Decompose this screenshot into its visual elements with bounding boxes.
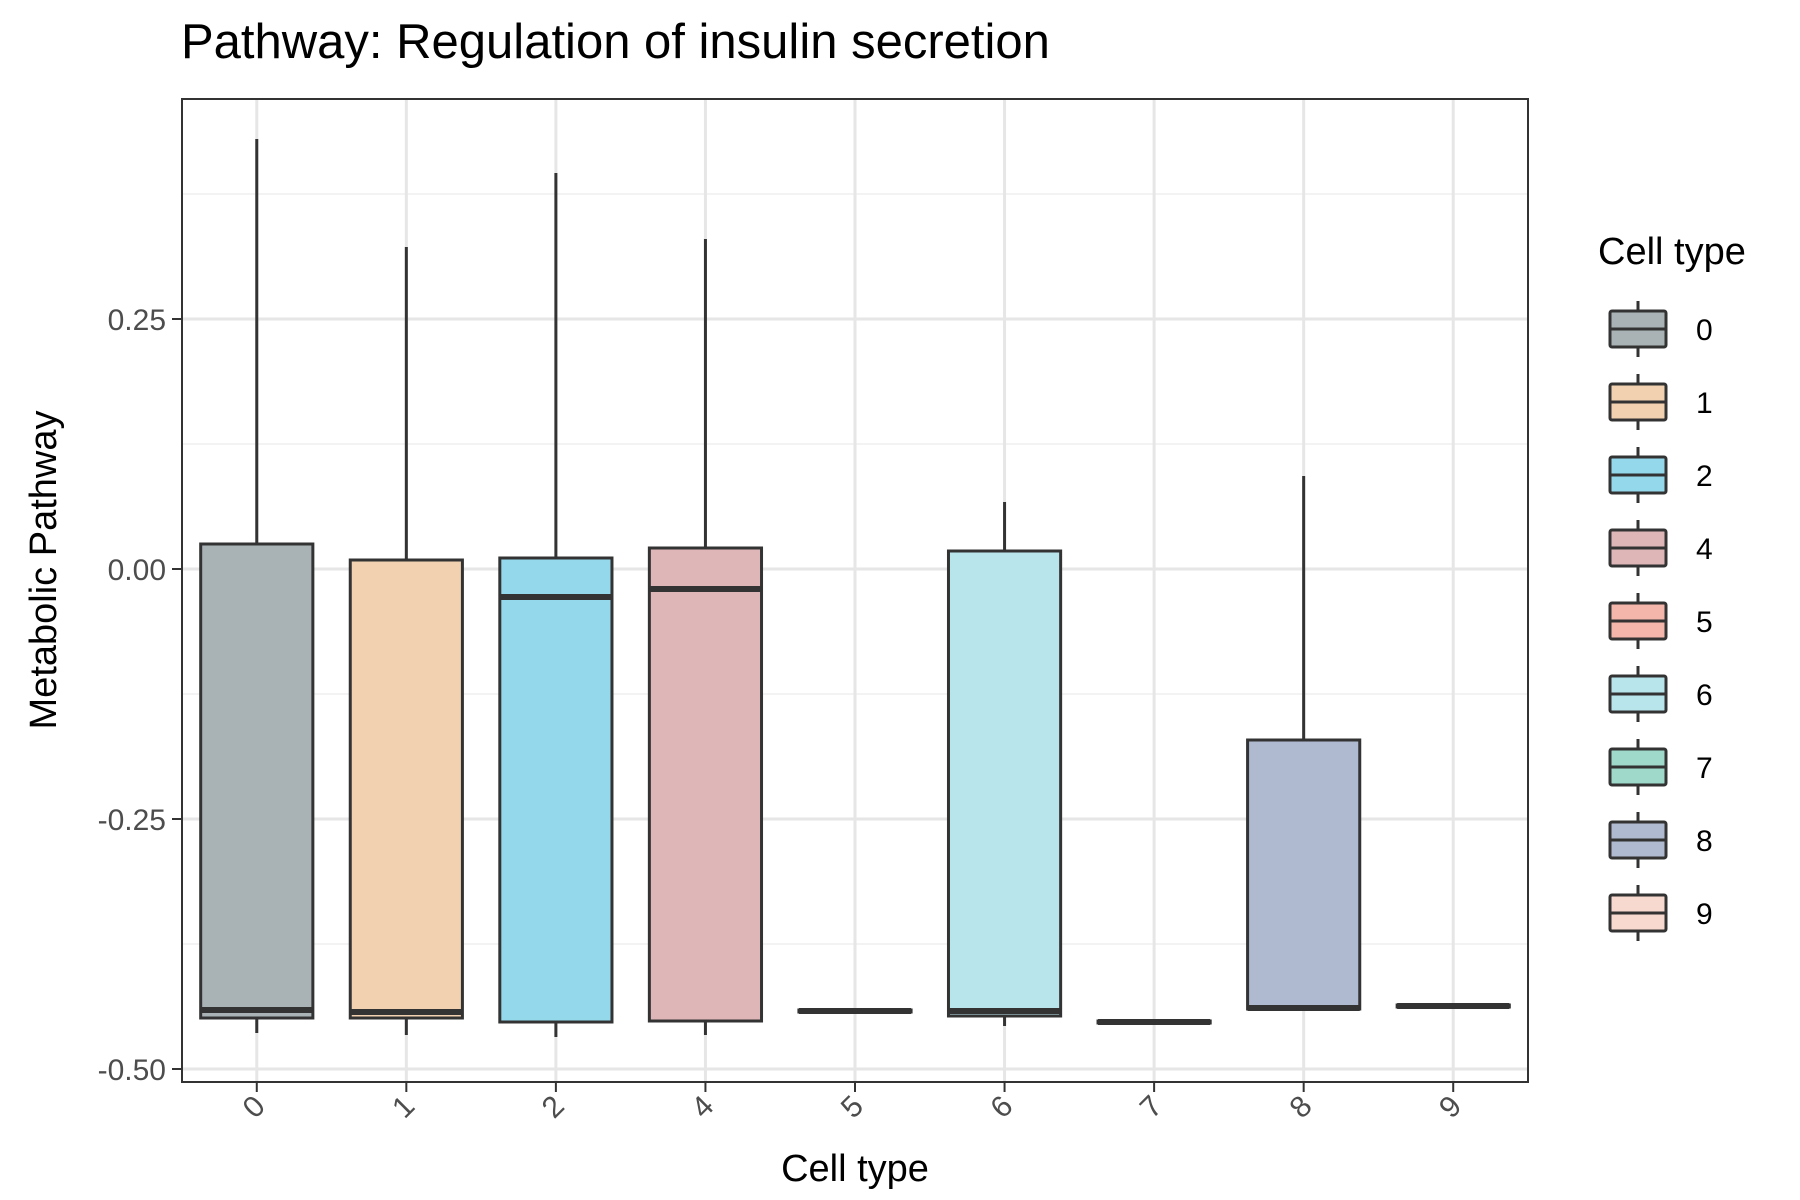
x-tick-label: 0	[237, 1090, 272, 1125]
box-4	[647, 546, 764, 1023]
box-group-5	[797, 1008, 913, 1014]
legend-label: 2	[1696, 460, 1713, 493]
y-tick-label: -0.25	[98, 804, 166, 837]
box-group-1	[348, 247, 464, 1035]
y-axis-title: Metabolic Pathway	[23, 411, 65, 730]
legend-key-1: 1	[1608, 374, 1713, 430]
chart-title: Pathway: Regulation of insulin secretion	[181, 15, 1050, 69]
legend-label: 6	[1696, 679, 1713, 712]
y-tick-label: -0.50	[98, 1054, 166, 1087]
box-group-2	[498, 173, 614, 1037]
x-tick-label: 1	[386, 1090, 421, 1125]
box-0	[199, 542, 315, 1020]
box-8	[1246, 738, 1362, 1011]
legend-label: 9	[1696, 898, 1713, 931]
x-tick-label: 5	[835, 1090, 870, 1125]
legend-key-7: 7	[1608, 739, 1713, 795]
legend-key-0: 0	[1608, 301, 1713, 357]
box-1	[348, 558, 464, 1020]
legend-key-9: 9	[1608, 885, 1713, 941]
x-axis-title: Cell type	[781, 1148, 929, 1190]
y-tick-label: 0.25	[108, 304, 166, 337]
plot-panel	[181, 98, 1529, 1083]
x-tick-label: 7	[1134, 1090, 1169, 1125]
legend-key-4: 4	[1608, 520, 1713, 576]
legend-label: 0	[1696, 314, 1713, 347]
legend-label: 5	[1696, 606, 1713, 639]
x-tick-label: 2	[536, 1090, 571, 1125]
legend-label: 4	[1696, 533, 1713, 566]
legend-key-5: 5	[1608, 593, 1713, 649]
legend-label: 7	[1696, 752, 1713, 785]
y-tick-label: 0.00	[108, 554, 166, 587]
x-tick-label: 6	[984, 1090, 1019, 1125]
box-group-7	[1096, 1019, 1212, 1025]
box-group-0	[199, 139, 315, 1033]
x-tick-label: 9	[1433, 1090, 1468, 1125]
box-group-4	[647, 239, 764, 1035]
legend: Cell type 0 1 2 4 5 6 7 8 9	[1598, 231, 1746, 941]
x-tick-label: 4	[685, 1090, 720, 1125]
box-group-8	[1246, 476, 1362, 1011]
legend-label: 8	[1696, 825, 1713, 858]
box-2	[498, 556, 614, 1024]
legend-label: 1	[1696, 387, 1713, 420]
x-tick-label: 8	[1283, 1090, 1318, 1125]
y-axis: 0.25 0.00 -0.25 -0.50	[98, 304, 182, 1087]
box-group-9	[1395, 1003, 1511, 1009]
legend-keys: 0 1 2 4 5 6 7 8 9	[1608, 301, 1713, 941]
legend-key-2: 2	[1608, 447, 1713, 503]
legend-key-6: 6	[1608, 666, 1713, 722]
legend-title: Cell type	[1598, 231, 1746, 273]
box-6	[946, 549, 1063, 1018]
legend-key-8: 8	[1608, 812, 1713, 868]
x-axis: 0 1 2 4 5 6 7 8 9	[237, 1082, 1468, 1125]
box-group-6	[946, 502, 1063, 1026]
